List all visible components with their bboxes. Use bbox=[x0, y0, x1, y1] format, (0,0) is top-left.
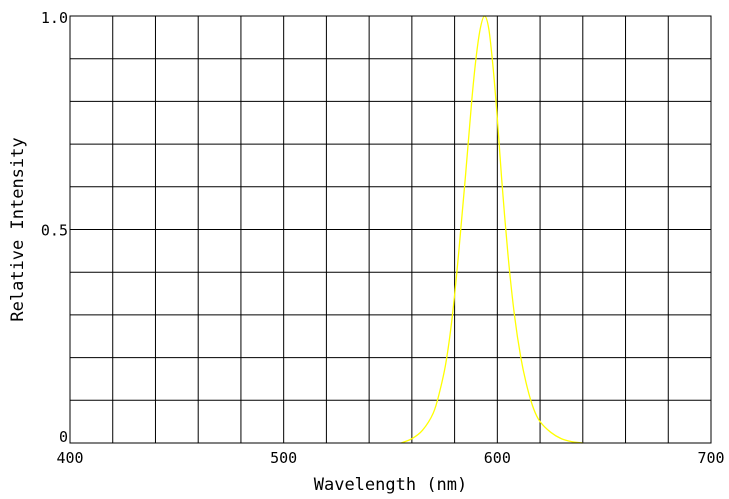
series-layer bbox=[400, 15, 583, 444]
y-tick-label: 0 bbox=[59, 428, 68, 446]
x-tick-label: 500 bbox=[270, 449, 297, 467]
grid bbox=[70, 16, 711, 443]
x-tick-label: 400 bbox=[56, 449, 83, 467]
x-tick-label: 700 bbox=[697, 449, 724, 467]
spectrum-series-line bbox=[400, 15, 583, 444]
y-tick-label: 1.0 bbox=[41, 9, 68, 27]
x-tick-label: 600 bbox=[484, 449, 511, 467]
tick-labels: 400 500 600 700 0 0.5 1.0 bbox=[41, 9, 725, 467]
y-axis-label: Relative Intensity bbox=[8, 137, 28, 321]
y-tick-label: 0.5 bbox=[41, 222, 68, 240]
plot-frame bbox=[69, 15, 712, 444]
x-axis-label: Wavelength (nm) bbox=[314, 475, 468, 495]
